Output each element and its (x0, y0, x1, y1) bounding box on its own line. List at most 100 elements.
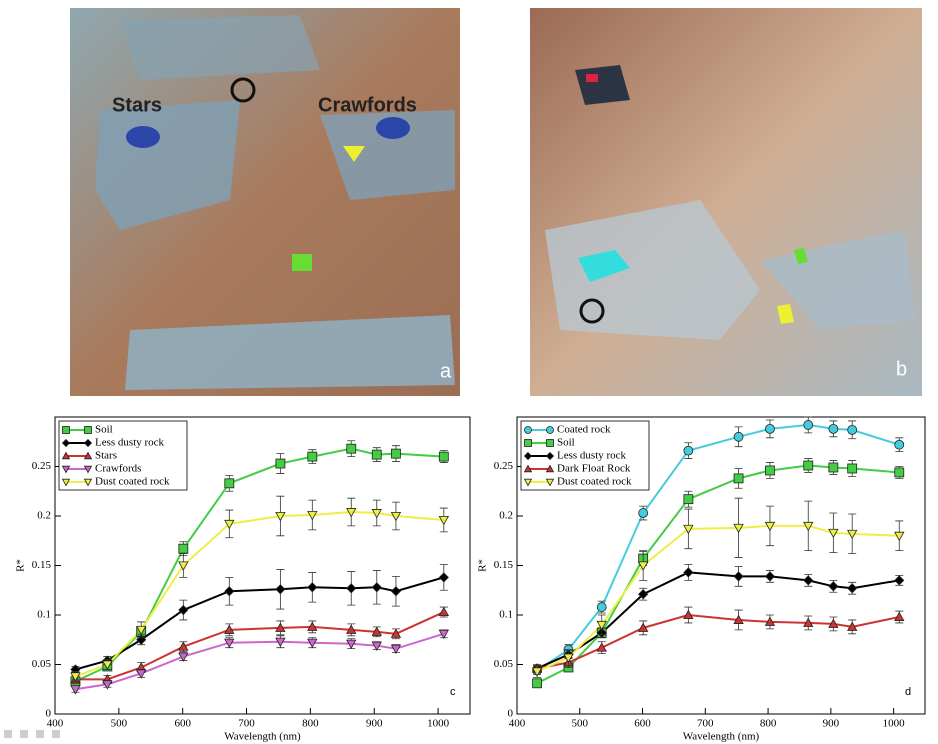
marker (524, 426, 532, 434)
marker (390, 644, 402, 654)
y-tick-label: 0.1 (37, 609, 51, 621)
marker (61, 438, 71, 448)
marker (102, 660, 113, 670)
y-tick-label: 0.25 (32, 460, 52, 472)
marker (847, 424, 858, 435)
panel-label: b (896, 358, 907, 380)
marker (765, 465, 775, 476)
marker (828, 462, 839, 473)
marker (524, 439, 532, 447)
marker (178, 543, 189, 554)
marker (545, 451, 555, 461)
marker (803, 617, 814, 627)
y-tick-label: 0.05 (32, 658, 52, 670)
legend-label: Dust coated rock (95, 476, 170, 488)
marker (683, 445, 694, 456)
photo-label: Crawfords (318, 94, 417, 116)
marker (894, 439, 905, 450)
marker (803, 575, 814, 586)
marker (523, 451, 533, 461)
marker (765, 423, 775, 434)
marker (275, 512, 286, 522)
marker (546, 439, 554, 447)
photo-label: Stars (112, 94, 162, 116)
y-tick-label: 0.2 (37, 510, 51, 522)
x-tick-label: 900 (823, 718, 840, 730)
marker (764, 521, 776, 532)
marker (803, 420, 814, 430)
marker (275, 458, 286, 469)
marker (764, 571, 776, 582)
marker (390, 586, 402, 597)
marker (638, 508, 649, 518)
marker (83, 451, 93, 460)
marker (438, 451, 449, 462)
marker (224, 519, 235, 530)
x-tick-label: 500 (111, 718, 128, 730)
marker (531, 667, 543, 677)
marker (764, 616, 776, 626)
x-tick-label: 700 (238, 718, 255, 730)
y-tick-label: 0 (508, 708, 514, 720)
x-tick-label: 800 (302, 718, 319, 730)
marker (683, 567, 694, 578)
legend-label: Crawfords (95, 463, 141, 475)
y-tick-label: 0 (46, 708, 52, 720)
marker (102, 680, 113, 690)
marker (346, 624, 357, 634)
marker (532, 678, 542, 689)
marker (371, 509, 382, 519)
y-tick-label: 0.15 (494, 559, 514, 571)
marker (733, 614, 744, 624)
marker (596, 620, 607, 631)
marker (828, 581, 839, 592)
y-tick-label: 0.05 (494, 658, 514, 670)
marker (683, 524, 694, 535)
marker (828, 618, 839, 628)
marker (894, 531, 905, 542)
marker (136, 625, 147, 636)
marker (683, 494, 694, 505)
legend-label: Soil (95, 424, 113, 436)
marker (847, 529, 858, 540)
x-tick-label: 900 (366, 718, 383, 730)
marker (224, 638, 235, 649)
marker (224, 624, 235, 634)
marker (224, 478, 235, 489)
marker (545, 464, 555, 473)
marker (390, 628, 402, 638)
marker (83, 438, 93, 448)
marker (390, 512, 402, 522)
legend-label: Dust coated rock (557, 476, 632, 488)
legend-label: Less dusty rock (557, 450, 627, 462)
marker (178, 652, 189, 662)
marker (438, 572, 449, 583)
x-tick-label: 1000 (427, 718, 450, 730)
photo-b: b (530, 8, 922, 396)
y-tick-label: 0.15 (32, 559, 52, 571)
x-tick-label: 400 (47, 718, 64, 730)
marker (438, 515, 450, 526)
marker (733, 431, 744, 442)
marker (596, 602, 607, 612)
x-tick-label: 400 (509, 718, 526, 730)
marker (546, 426, 554, 434)
marker (371, 582, 382, 593)
marker (563, 653, 574, 663)
marker (83, 478, 93, 487)
marker (438, 606, 450, 617)
marker (894, 611, 905, 621)
marker (391, 448, 401, 459)
marker (847, 463, 858, 474)
marker (637, 622, 649, 632)
marker (638, 589, 649, 600)
marker (275, 637, 286, 648)
marker (275, 584, 286, 595)
x-tick-label: 1000 (883, 718, 906, 730)
x-tick-label: 800 (760, 718, 777, 730)
marker (894, 575, 905, 586)
x-tick-label: 700 (697, 718, 714, 730)
marker (523, 478, 533, 487)
panel-label: a (440, 360, 452, 382)
marker (371, 626, 382, 636)
